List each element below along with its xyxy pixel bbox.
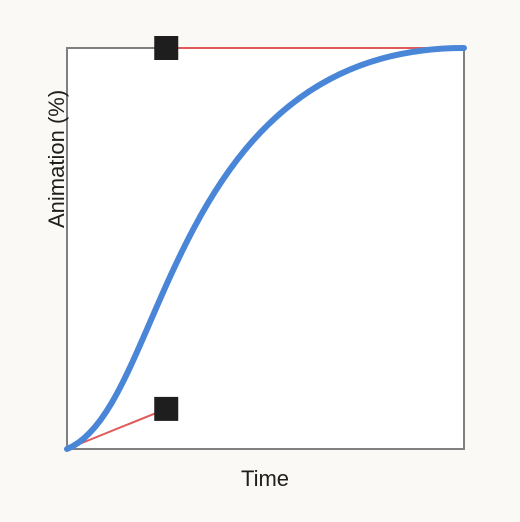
control-point-handle-2[interactable] [154, 36, 179, 60]
y-axis-label: Animation (%) [44, 89, 69, 228]
control-point-handle-1[interactable] [154, 396, 179, 421]
easing-curve [64, 45, 467, 452]
plot-frame [66, 47, 465, 450]
x-axis-label: Time [240, 466, 290, 491]
